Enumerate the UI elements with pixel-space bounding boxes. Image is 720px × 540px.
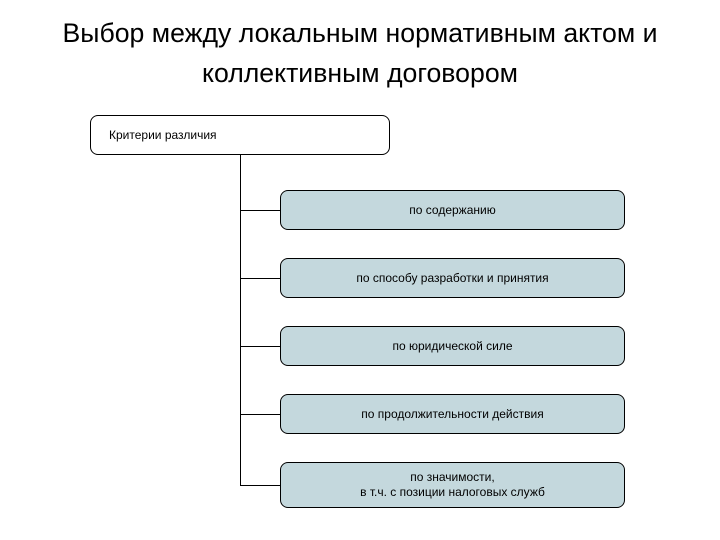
child-label-2: по юридической силе (393, 339, 513, 354)
slide-title-line2: коллективным договором (0, 58, 720, 89)
connector-branch-2 (240, 346, 280, 347)
child-node-2: по юридической силе (280, 326, 625, 366)
child-node-4: по значимости, в т.ч. с позиции налоговы… (280, 462, 625, 508)
child-label-0: по содержанию (409, 203, 495, 218)
child-node-3: по продолжительности действия (280, 394, 625, 434)
connector-branch-0 (240, 210, 280, 211)
connector-branch-4 (240, 485, 280, 486)
connector-branch-3 (240, 414, 280, 415)
child-label-4: по значимости, в т.ч. с позиции налоговы… (360, 470, 545, 500)
child-node-1: по способу разработки и принятия (280, 258, 625, 298)
slide-title-line1: Выбор между локальным нормативным актом … (0, 18, 720, 49)
connector-branch-1 (240, 278, 280, 279)
child-label-1: по способу разработки и принятия (356, 271, 548, 286)
connector-trunk (240, 155, 241, 485)
root-node-label: Критерии различия (109, 128, 217, 143)
root-node: Критерии различия (90, 115, 390, 155)
child-label-3: по продолжительности действия (361, 407, 543, 422)
child-node-0: по содержанию (280, 190, 625, 230)
diagram-canvas: Выбор между локальным нормативным актом … (0, 0, 720, 540)
